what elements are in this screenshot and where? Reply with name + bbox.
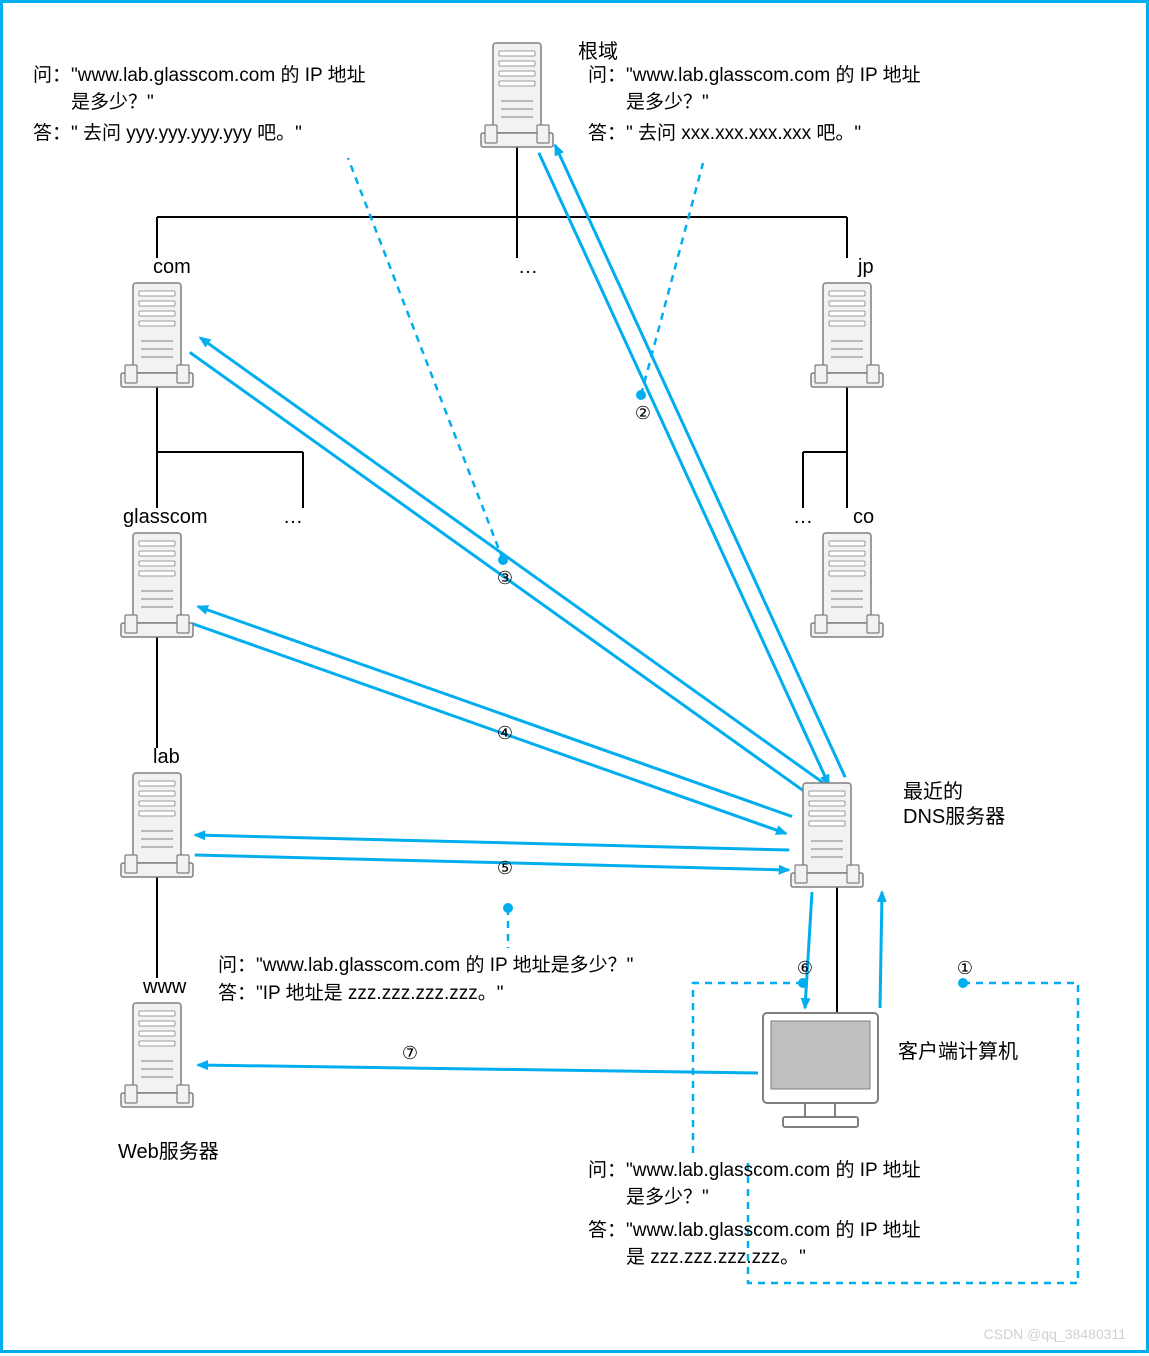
- label-root: 根域: [578, 38, 618, 66]
- label-lab: lab: [153, 743, 180, 771]
- step-2: ②: [631, 403, 655, 427]
- label-jp: jp: [858, 253, 874, 281]
- label-glasscom: glasscom: [123, 503, 207, 531]
- label-webserver: Web服务器: [118, 1138, 219, 1166]
- label-nearest1: 最近的: [903, 778, 963, 806]
- qa-right-a: 答：" 去问 xxx.xxx.xxx.xxx 吧。": [588, 121, 861, 148]
- qa-right-q: 问："www.lab.glasscom.com 的 IP 地址 是多少？": [588, 63, 921, 116]
- qa-bottom-q: 问："www.lab.glasscom.com 的 IP 地址 是多少？": [588, 1158, 921, 1211]
- label-com: com: [153, 253, 191, 281]
- label-www: www: [143, 973, 186, 1001]
- label-dots-top: …: [518, 253, 538, 281]
- qa-bottom-a: 答："www.lab.glasscom.com 的 IP 地址 是 zzz.zz…: [588, 1218, 921, 1271]
- label-dots-right: …: [793, 503, 813, 531]
- diagram-canvas: 根域 问："www.lab.glasscom.com 的 IP 地址 是多少？"…: [0, 0, 1149, 1353]
- step-5: ⑤: [493, 858, 517, 882]
- step-1: ①: [953, 958, 977, 982]
- label-client: 客户端计算机: [898, 1038, 1018, 1066]
- qa-left-q: 问："www.lab.glasscom.com 的 IP 地址 是多少？": [33, 63, 366, 116]
- watermark: CSDN @qq_38480311: [984, 1326, 1126, 1342]
- step-7: ⑦: [398, 1043, 422, 1067]
- step-4: ④: [493, 723, 517, 747]
- step-6: ⑥: [793, 958, 817, 982]
- label-co: co: [853, 503, 874, 531]
- qa-left-a: 答：" 去问 yyy.yyy.yyy.yyy 吧。": [33, 121, 302, 148]
- qa-mid-q: 问："www.lab.glasscom.com 的 IP 地址是多少？": [218, 953, 633, 980]
- step-3: ③: [493, 568, 517, 592]
- qa-mid-a: 答："IP 地址是 zzz.zzz.zzz.zzz。": [218, 981, 504, 1008]
- label-dots-left: …: [283, 503, 303, 531]
- label-nearest2: DNS服务器: [903, 803, 1005, 831]
